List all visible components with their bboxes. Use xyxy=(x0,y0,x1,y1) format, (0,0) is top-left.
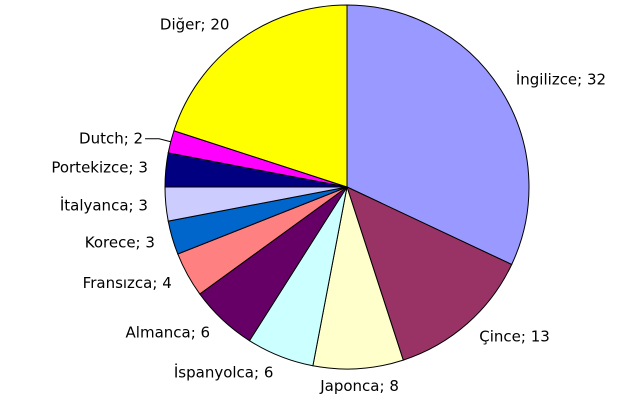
pie-slice xyxy=(173,4,348,188)
data-label: Almanca; 6 xyxy=(126,323,211,341)
data-label: İspanyolca; 6 xyxy=(174,362,274,381)
data-label: İtalyanca; 3 xyxy=(60,195,148,214)
data-label: Portekizce; 3 xyxy=(51,159,148,177)
data-label: Fransızca; 4 xyxy=(83,274,172,292)
data-label: Korece; 3 xyxy=(85,233,155,251)
pie-slice xyxy=(312,186,404,370)
pie-slice xyxy=(346,186,513,361)
data-label: Dutch; 2 xyxy=(79,129,143,147)
data-label: Diğer; 20 xyxy=(160,16,230,34)
pie-slice xyxy=(346,4,530,266)
data-label: Japonca; 8 xyxy=(319,377,399,395)
data-label: Çince; 13 xyxy=(479,328,550,346)
leader-line xyxy=(145,138,171,143)
data-label: İngilizce; 32 xyxy=(516,69,606,88)
